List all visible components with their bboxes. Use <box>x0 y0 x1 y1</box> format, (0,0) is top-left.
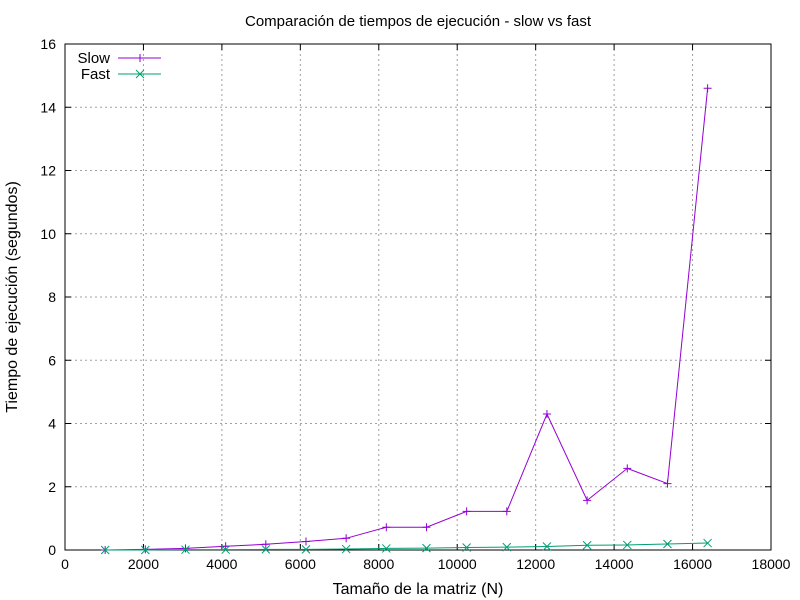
legend-label-fast: Fast <box>81 66 111 83</box>
y-tick-label: 8 <box>48 289 56 305</box>
slow-data-point <box>382 523 391 532</box>
fast-data-point <box>301 545 311 554</box>
slow-data-point <box>422 523 431 532</box>
slow-data-point <box>221 542 230 551</box>
fast-data-point <box>181 545 190 555</box>
legend-marker-fast <box>135 69 145 79</box>
slow-data-point <box>301 537 310 546</box>
y-tick-label: 10 <box>40 226 56 242</box>
x-tick-label: 4000 <box>206 556 237 572</box>
fast-series-line <box>105 542 708 551</box>
y-tick-label: 4 <box>48 416 56 432</box>
chart-title: Comparación de tiempos de ejecución - sl… <box>245 13 592 30</box>
fast-data-point <box>622 540 632 550</box>
series-fast <box>100 538 712 555</box>
fast-data-point <box>542 542 552 551</box>
x-tick-label: 16000 <box>673 556 712 572</box>
slow-data-point <box>462 507 471 516</box>
axis-ticks: 0 2000 4000 6000 8000 10000 12000 14000 16000 180… <box>40 36 790 572</box>
fast-data-point <box>140 545 150 555</box>
slow-data-point <box>542 410 551 419</box>
y-tick-label: 14 <box>40 99 56 115</box>
y-tick-label: 16 <box>40 36 56 52</box>
legend-label-slow: Slow <box>77 50 110 67</box>
fast-data-point <box>582 540 592 550</box>
legend-marker-slow <box>136 54 144 62</box>
slow-data-point <box>181 544 190 553</box>
slow-data-point <box>583 496 592 505</box>
x-tick-label: 10000 <box>438 556 477 572</box>
y-tick-label: 12 <box>40 163 56 179</box>
series-slow <box>101 84 712 554</box>
x-tick-label: 12000 <box>516 556 555 572</box>
x-axis-label: Tamaño de la matriz (N) <box>333 581 504 598</box>
slow-data-point <box>502 507 511 516</box>
y-tick-label: 0 <box>48 542 56 558</box>
fast-data-point <box>502 542 512 552</box>
x-tick-label: 0 <box>61 556 69 572</box>
x-tick-label: 6000 <box>285 556 316 572</box>
slow-series-line <box>105 88 709 551</box>
fast-data-point <box>703 538 712 548</box>
y-axis-label: Tiempo de ejecución (segundos) <box>4 181 21 413</box>
slow-data-point <box>623 464 632 473</box>
x-tick-label: 18000 <box>752 556 791 572</box>
x-tick-label: 2000 <box>128 556 159 572</box>
slow-data-point <box>342 534 351 543</box>
fast-data-point <box>422 543 431 553</box>
series-layer <box>100 84 712 555</box>
y-tick-label: 2 <box>48 479 56 495</box>
fast-data-point <box>261 545 271 554</box>
fast-data-point <box>341 544 351 554</box>
fast-data-point <box>100 545 110 555</box>
x-tick-label: 8000 <box>363 556 394 572</box>
x-tick-label: 14000 <box>595 556 634 572</box>
slow-data-point <box>703 84 712 93</box>
grid <box>65 44 771 550</box>
fast-data-point <box>221 545 231 555</box>
slow-data-point <box>663 479 672 488</box>
fast-data-point <box>663 539 672 549</box>
y-tick-label: 6 <box>48 352 56 368</box>
fast-data-point <box>381 544 391 553</box>
fast-data-point <box>462 543 471 552</box>
slow-data-point <box>261 540 270 549</box>
